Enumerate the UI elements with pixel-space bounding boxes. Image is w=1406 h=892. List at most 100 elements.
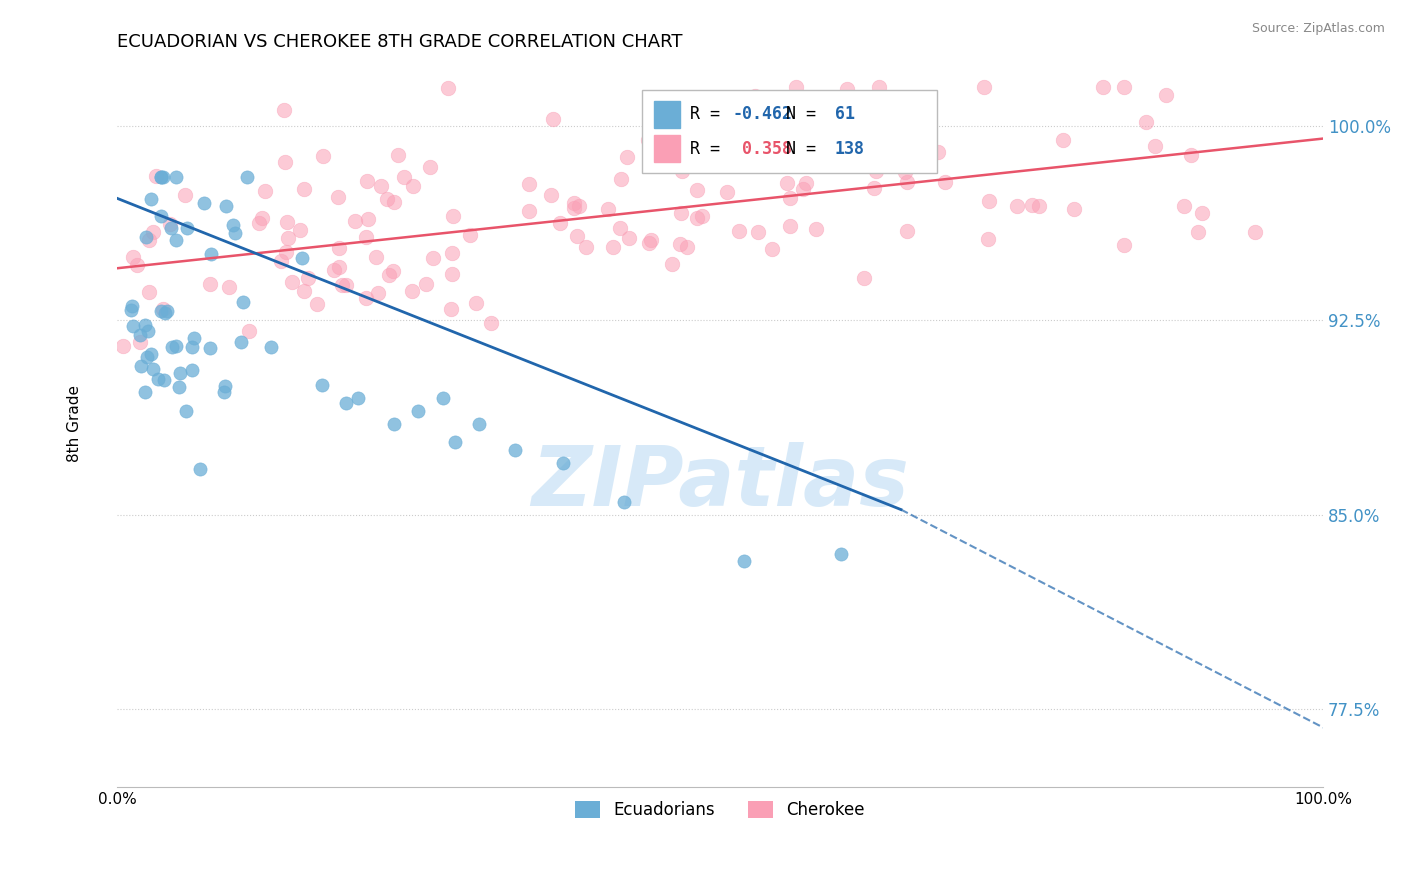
Point (218, 279, 240, 293)
Point (436, 81, 458, 95)
FancyBboxPatch shape (654, 135, 681, 162)
Point (335, 396, 357, 410)
Point (567, 199, 589, 213)
Point (169, 366, 191, 380)
Point (669, 237, 692, 252)
Point (273, 103, 295, 117)
Point (354, 292, 377, 306)
Point (927, 145, 949, 159)
Text: 138: 138 (835, 140, 865, 158)
Point (419, 160, 441, 174)
Point (247, 217, 270, 231)
Point (517, 204, 540, 219)
Point (640, 233, 662, 247)
Point (335, 278, 357, 293)
Point (1063, 202, 1085, 217)
Point (1187, 225, 1209, 239)
Point (387, 148, 409, 162)
Point (328, 241, 350, 255)
Point (541, 112, 564, 126)
Point (415, 277, 437, 291)
Point (292, 285, 315, 299)
Point (356, 174, 378, 188)
Text: ECUADORIAN VS CHEROKEE 8TH GRADE CORRELATION CHART: ECUADORIAN VS CHEROKEE 8TH GRADE CORRELA… (117, 33, 682, 51)
Point (661, 257, 683, 271)
Point (311, 378, 333, 392)
Point (794, 176, 817, 190)
FancyBboxPatch shape (641, 90, 938, 173)
Point (138, 285, 160, 300)
Point (382, 417, 405, 431)
Point (468, 417, 491, 431)
Point (135, 350, 157, 364)
Point (215, 199, 238, 213)
Point (176, 221, 198, 235)
Point (274, 154, 297, 169)
Text: ZIPatlas: ZIPatlas (531, 442, 908, 523)
Point (139, 347, 162, 361)
Point (440, 301, 463, 316)
Point (553, 456, 575, 470)
Point (616, 150, 638, 164)
Text: 61: 61 (835, 105, 855, 123)
Point (232, 295, 254, 310)
Point (441, 209, 464, 223)
Point (134, 384, 156, 399)
Point (277, 231, 299, 245)
Point (785, 79, 807, 94)
Point (804, 222, 827, 236)
Point (1135, 115, 1157, 129)
Point (1092, 79, 1115, 94)
Point (853, 270, 876, 285)
Text: 8th Grade: 8th Grade (67, 385, 82, 462)
Point (830, 547, 852, 561)
Point (183, 331, 205, 345)
Point (1191, 206, 1213, 220)
Point (441, 246, 464, 260)
Point (212, 385, 235, 400)
Point (142, 226, 165, 240)
Point (686, 183, 709, 197)
Point (408, 404, 430, 418)
Point (291, 252, 314, 266)
Point (690, 209, 713, 223)
Point (174, 188, 197, 202)
Point (159, 217, 181, 231)
Point (896, 224, 918, 238)
Point (120, 302, 142, 317)
Point (121, 299, 143, 313)
Point (367, 285, 389, 300)
Point (250, 211, 273, 225)
Point (685, 211, 707, 226)
Point (837, 81, 859, 95)
Point (297, 271, 319, 285)
Point (612, 495, 634, 509)
Point (347, 391, 370, 405)
Point (402, 178, 425, 193)
Point (1028, 198, 1050, 212)
Point (377, 268, 399, 282)
Point (181, 362, 204, 376)
Point (354, 229, 377, 244)
Point (138, 233, 160, 247)
Point (141, 192, 163, 206)
Point (761, 242, 783, 256)
Point (911, 94, 934, 108)
Point (779, 191, 801, 205)
Point (174, 404, 197, 418)
Point (401, 284, 423, 298)
Point (934, 175, 956, 189)
Point (562, 195, 585, 210)
Point (422, 251, 444, 265)
Text: N =: N = (786, 140, 827, 158)
Point (152, 170, 174, 185)
Legend: Ecuadorians, Cherokee: Ecuadorians, Cherokee (568, 795, 872, 826)
Point (898, 95, 921, 109)
Point (517, 177, 540, 191)
Point (214, 379, 236, 393)
Text: 0.358: 0.358 (733, 140, 792, 158)
Point (728, 224, 751, 238)
Point (779, 219, 801, 233)
Point (562, 202, 585, 216)
Point (198, 341, 221, 355)
